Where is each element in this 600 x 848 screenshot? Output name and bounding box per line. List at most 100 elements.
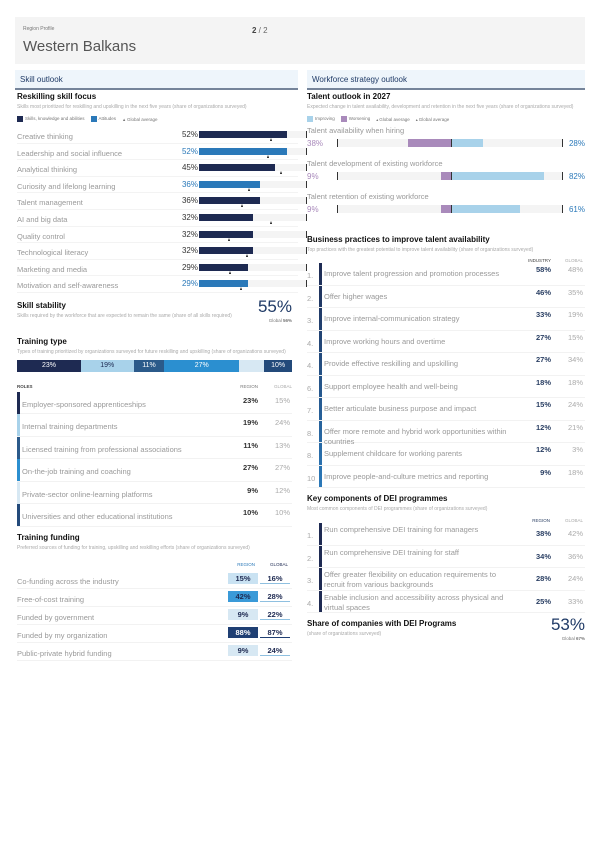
practice-label: Supplement childcare for working parents bbox=[324, 449, 462, 458]
industry-value: 27% bbox=[535, 355, 551, 364]
reskilling-chart: Creative thinking 52% Leadership and socia… bbox=[17, 127, 307, 293]
training-type-stacked-bar: 23% 19% 11% 27% 10% bbox=[17, 359, 293, 372]
global-value: 15% bbox=[274, 395, 290, 405]
skill-bar-track bbox=[199, 147, 307, 158]
skill-label: Motivation and self-awareness bbox=[17, 281, 119, 291]
left-column: Reskilling skill focus Skills most prior… bbox=[17, 92, 307, 661]
track-end-marker bbox=[306, 280, 307, 288]
training-type-table-header: ROLES REGION GLOBAL bbox=[17, 384, 292, 389]
col-region: REGION bbox=[532, 518, 550, 523]
skill-row: Motivation and self-awareness 29% bbox=[17, 276, 307, 293]
row-color-bar bbox=[17, 481, 20, 504]
region-value: 10% bbox=[242, 508, 258, 518]
legend-label-ska: Skills, knowledge and abilities bbox=[25, 116, 85, 122]
legend-label-attitudes: Attitudes bbox=[98, 116, 117, 122]
worsening-bar bbox=[408, 139, 451, 147]
global-value-cell: 24% bbox=[260, 645, 290, 656]
practice-label: Improve talent progression and promotion… bbox=[324, 269, 500, 278]
skill-bar-fill bbox=[199, 197, 260, 205]
skill-bar-fill bbox=[199, 247, 253, 255]
dei-bar bbox=[319, 523, 322, 613]
track-end-marker bbox=[306, 164, 307, 172]
col-roles: ROLES bbox=[17, 383, 33, 389]
improving-bar bbox=[451, 205, 520, 213]
global-value: 24% bbox=[567, 574, 583, 583]
training-type-subtitle: Types of training prioritized by organiz… bbox=[17, 348, 286, 355]
col-global: GLOBAL bbox=[564, 518, 583, 523]
global-average-marker bbox=[269, 138, 272, 141]
skill-bar-track bbox=[199, 131, 307, 141]
training-type-segment: 10% bbox=[264, 359, 293, 372]
training-type-title: Training type bbox=[17, 336, 67, 346]
training-type-row: On-the-job training and coaching 27% 27% bbox=[17, 459, 292, 482]
practice-rank: 1. bbox=[307, 271, 314, 280]
practices-table: 1. Improve talent progression and promoti… bbox=[307, 263, 585, 488]
region-value: 34% bbox=[535, 551, 551, 561]
global-value: 48% bbox=[567, 265, 583, 274]
global-average-marker bbox=[241, 204, 244, 208]
skill-value: 32% bbox=[181, 212, 198, 222]
global-average-marker bbox=[269, 220, 272, 224]
practices-table-header: INDUSTRY GLOBAL bbox=[307, 258, 585, 263]
legend-item-global-2: ▴Global average bbox=[416, 117, 450, 122]
dei-title: Key components of DEI programmes bbox=[307, 494, 448, 503]
global-value: 18% bbox=[567, 377, 583, 387]
funding-label: Public-private hybrid funding bbox=[17, 648, 112, 658]
skill-bar-fill bbox=[199, 147, 287, 155]
global-value: 13% bbox=[274, 440, 290, 450]
talent-label: Talent availability when hiring bbox=[307, 126, 405, 135]
training-funding-title: Training funding bbox=[17, 532, 80, 542]
skill-value: 52% bbox=[181, 146, 198, 156]
industry-value: 12% bbox=[535, 445, 551, 454]
practice-rank: 4. bbox=[307, 338, 314, 348]
legend-item-global-1: ▴Global average bbox=[376, 117, 410, 122]
skill-label: AI and big data bbox=[17, 214, 68, 224]
region-value-cell: 15% bbox=[228, 572, 258, 584]
track-end-marker bbox=[306, 263, 307, 271]
skill-bar-track bbox=[199, 280, 307, 291]
role-label: Private-sector online-learning platforms bbox=[22, 489, 153, 499]
industry-value: 33% bbox=[535, 310, 551, 319]
industry-value: 15% bbox=[535, 400, 551, 409]
dei-table: 1. Run comprehensive DEI training for man… bbox=[307, 523, 585, 613]
training-type-row: Private-sector online-learning platforms… bbox=[17, 481, 292, 505]
global-value: 19% bbox=[567, 310, 583, 319]
industry-value: 58% bbox=[535, 265, 551, 274]
training-type-segment: 19% bbox=[80, 359, 134, 372]
funding-row: Co-funding across the industry 15% 16% bbox=[17, 571, 292, 589]
role-label: Employer-sponsored apprenticeships bbox=[22, 399, 146, 409]
global-value: 15% bbox=[567, 332, 583, 342]
dei-rank: 4. bbox=[307, 598, 314, 608]
dei-row: 2. Run comprehensive DEI training for sta… bbox=[307, 546, 585, 568]
talent-outlook-row: Talent retention of existing workforce 9%… bbox=[307, 192, 585, 225]
training-type-row: Employer-sponsored apprenticeships 23% 15% bbox=[17, 391, 292, 415]
dei-share-value: 53% bbox=[550, 615, 585, 634]
practice-label: Improve people-and-culture metrics and r… bbox=[324, 471, 489, 481]
legend-item-worsening: Worsening bbox=[340, 116, 370, 122]
funding-label: Free-of-cost training bbox=[17, 594, 85, 604]
global-value: 36% bbox=[567, 551, 583, 561]
skill-row: Leadership and social influence 52% bbox=[17, 144, 307, 161]
legend-label-improving: Improving bbox=[315, 116, 335, 122]
dei-label: Enable inclusion and accessibility acros… bbox=[324, 592, 504, 612]
page-indicator: 2 / 2 bbox=[252, 26, 268, 35]
track-end-marker bbox=[306, 247, 307, 255]
funding-label: Funded by my organization bbox=[17, 630, 108, 640]
page-title: Western Balkans bbox=[23, 38, 137, 55]
improving-value: 61% bbox=[568, 205, 585, 214]
skill-value: 52% bbox=[181, 130, 198, 139]
right-column: Talent outlook in 2027 Expected change i… bbox=[307, 92, 585, 649]
skill-row: Talent management 36% bbox=[17, 193, 307, 210]
skill-stability-subtitle: Skills required by the workforce that ar… bbox=[17, 312, 232, 319]
practices-subtitle: Top practices with the greatest potentia… bbox=[307, 247, 534, 253]
global-value-cell: 28% bbox=[260, 591, 290, 602]
practice-label: Support employee health and well-being bbox=[324, 381, 458, 391]
training-type-segment: 27% bbox=[164, 359, 240, 372]
legend-label-global-2: Global average bbox=[418, 116, 450, 122]
global-label: Global bbox=[268, 317, 282, 323]
skill-bar-fill bbox=[199, 230, 253, 238]
practice-label: Improve working hours and overtime bbox=[324, 336, 446, 346]
training-type-segment: 11% bbox=[133, 359, 165, 372]
funding-label: Funded by government bbox=[17, 612, 95, 622]
skill-label: Analytical thinking bbox=[17, 165, 78, 175]
